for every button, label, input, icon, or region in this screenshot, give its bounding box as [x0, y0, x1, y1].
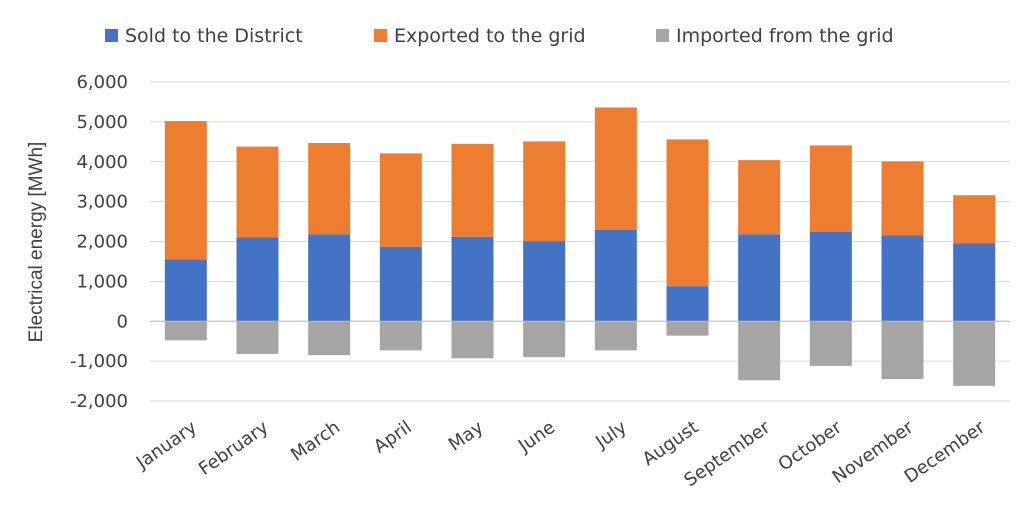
y-tick-label: 0	[117, 311, 128, 332]
x-category-label: January	[132, 417, 201, 474]
x-category-label: April	[370, 417, 416, 458]
y-tick-label: 1,000	[76, 271, 128, 292]
bar-exported-to-grid	[451, 143, 494, 237]
bar-exported-to-grid	[666, 139, 709, 287]
bar-exported-to-grid	[523, 141, 566, 242]
bar-imported-from-grid	[594, 321, 637, 351]
bar-imported-from-grid	[164, 321, 207, 341]
x-category-label: June	[514, 417, 559, 457]
bar-imported-from-grid	[451, 321, 494, 359]
bar-exported-to-grid	[953, 195, 996, 244]
bar-sold-to-district	[164, 259, 207, 322]
bar-sold-to-district	[953, 243, 996, 322]
legend-label-exported-to-grid: Exported to the grid	[394, 25, 586, 47]
x-category-label: February	[195, 417, 273, 480]
bar-sold-to-district	[236, 237, 279, 322]
bar-exported-to-grid	[236, 146, 279, 238]
bar-imported-from-grid	[308, 321, 351, 356]
bar-imported-from-grid	[881, 321, 924, 380]
y-axis-label: Electrical energy [MWh]	[26, 142, 47, 343]
bar-imported-from-grid	[379, 321, 422, 351]
bar-sold-to-district	[809, 231, 852, 322]
y-axis-ticks: -2,000 -1,000 0 1,000 2,000 3,000 4,000 5,000 6,…	[70, 72, 128, 412]
legend-swatch-imported-from-grid	[656, 29, 669, 42]
x-category-label: May	[445, 417, 488, 456]
bar-sold-to-district	[666, 286, 709, 322]
bar-imported-from-grid	[236, 321, 279, 354]
gridlines	[150, 81, 1010, 402]
x-category-label: July	[591, 417, 631, 454]
bar-imported-from-grid	[666, 321, 709, 336]
bar-sold-to-district	[451, 236, 494, 322]
bar-sold-to-district	[523, 241, 566, 322]
bar-sold-to-district	[379, 246, 422, 322]
bar-exported-to-grid	[881, 161, 924, 236]
x-category-label: August	[639, 417, 703, 470]
bar-exported-to-grid	[738, 160, 781, 235]
bar-exported-to-grid	[379, 153, 422, 247]
bar-sold-to-district	[308, 234, 351, 322]
y-tick-label: -2,000	[70, 391, 128, 412]
y-tick-label: 2,000	[76, 232, 128, 253]
bar-exported-to-grid	[308, 143, 351, 235]
y-tick-label: 5,000	[76, 112, 128, 133]
y-tick-label: 6,000	[76, 72, 128, 93]
legend-label-imported-from-grid: Imported from the grid	[676, 25, 894, 47]
bar-imported-from-grid	[523, 321, 566, 358]
legend-swatch-exported-to-grid	[374, 29, 387, 42]
legend: Sold to the District Exported to the grid…	[105, 25, 894, 47]
x-category-label: December	[901, 417, 990, 488]
legend-swatch-sold-to-district	[105, 29, 118, 42]
bar-exported-to-grid	[809, 145, 852, 232]
bar-sold-to-district	[738, 234, 781, 322]
y-tick-label: 3,000	[76, 192, 128, 213]
bar-imported-from-grid	[953, 321, 996, 386]
bar-imported-from-grid	[809, 321, 852, 366]
y-tick-label: 4,000	[76, 152, 128, 173]
legend-label-sold-to-district: Sold to the District	[125, 25, 303, 47]
bars	[164, 107, 996, 386]
bar-exported-to-grid	[594, 107, 637, 230]
y-tick-label: -1,000	[70, 351, 128, 372]
bar-exported-to-grid	[164, 121, 207, 260]
bar-imported-from-grid	[738, 321, 781, 381]
bar-sold-to-district	[594, 229, 637, 322]
x-category-label: March	[287, 417, 344, 466]
bar-sold-to-district	[881, 235, 924, 322]
